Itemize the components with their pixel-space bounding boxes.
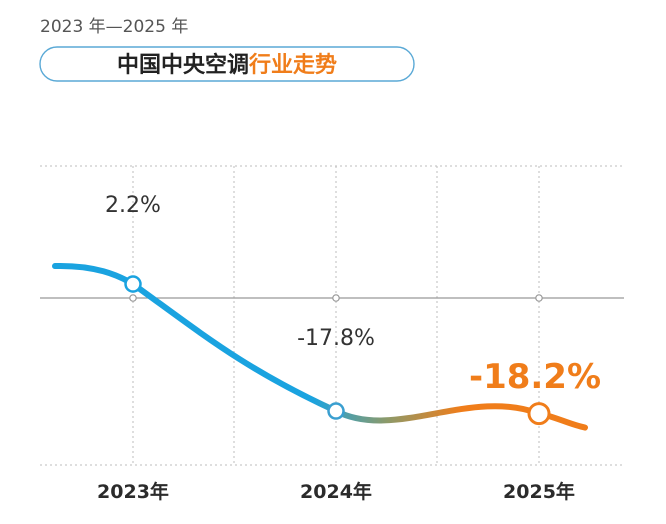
data-label-2023: 2.2% (105, 193, 161, 218)
x-axis-ticks: 2023年 2024年 2025年 (97, 480, 575, 503)
x-tick-2023: 2023年 (97, 480, 169, 503)
baseline-dot-2 (535, 294, 543, 302)
chart-title-main: 中国中央空调 (117, 52, 249, 78)
grid (40, 165, 624, 466)
data-point-2024 (327, 402, 345, 420)
baseline-dot-1 (332, 294, 340, 302)
title-pill (39, 46, 415, 82)
data-labels: 2.2% -17.8% -18.2% (105, 193, 601, 397)
chart-title: 中国中央空调行业走势 (117, 52, 337, 78)
baseline-dot-0 (129, 294, 137, 302)
data-label-2024: -17.8% (297, 326, 375, 351)
data-point-2025 (527, 402, 551, 426)
data-label-2025: -18.2% (469, 357, 601, 397)
x-tick-2024: 2024年 (300, 480, 372, 503)
chart-subtitle: 2023 年—2025 年 (40, 17, 188, 37)
chart-title-accent: 行业走势 (248, 52, 337, 78)
data-points (124, 275, 551, 426)
x-tick-2025: 2025年 (503, 480, 575, 503)
baseline-markers (129, 294, 543, 302)
data-point-2023 (124, 275, 142, 293)
